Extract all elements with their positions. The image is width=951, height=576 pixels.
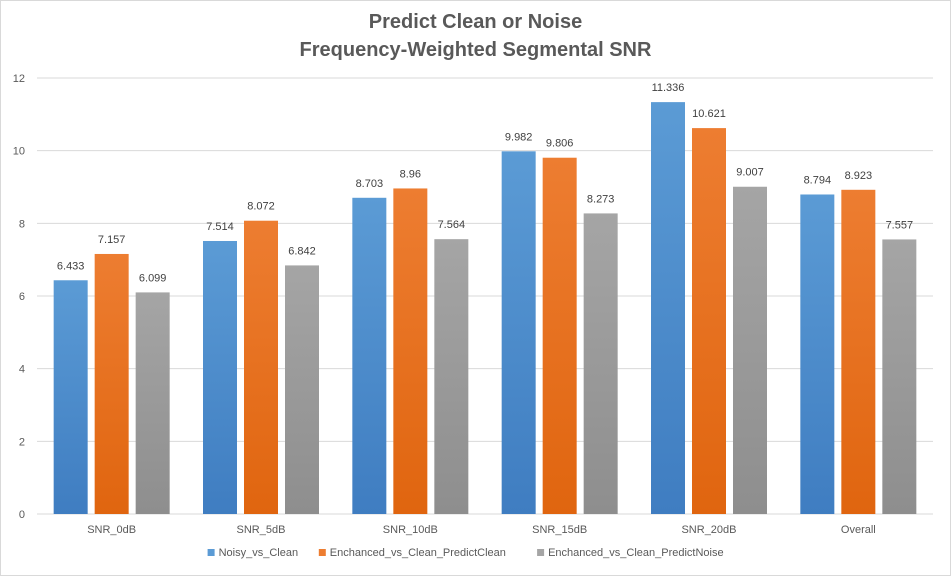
y-tick-label: 8: [19, 218, 25, 230]
bar: [692, 128, 726, 514]
legend-label: Noisy_vs_Clean: [219, 547, 298, 559]
chart-title: Predict Clean or Noise: [368, 11, 583, 33]
bar: [882, 239, 917, 514]
data-label: 6.099: [139, 272, 167, 284]
legend-label: Enchanced_vs_Clean_PredictNoise: [548, 547, 724, 559]
legend-swatch: [318, 549, 326, 556]
bar: [285, 265, 319, 514]
data-label: 8.794: [804, 174, 832, 186]
data-label: 6.433: [57, 260, 85, 272]
data-label: 9.007: [736, 167, 764, 179]
bar: [583, 213, 618, 514]
data-label: 11.336: [652, 82, 685, 94]
x-tick-label: SNR_20dB: [681, 524, 736, 536]
data-label: 7.514: [206, 221, 234, 233]
x-tick-label: SNR_10dB: [383, 524, 438, 536]
bar: [352, 197, 387, 514]
y-tick-label: 10: [13, 146, 25, 158]
bar: [542, 157, 577, 514]
chart-subtitle: Frequency-Weighted Segmental SNR: [299, 39, 652, 61]
data-label: 8.923: [845, 170, 873, 182]
y-tick-label: 2: [19, 436, 25, 448]
x-tick-label: SNR_0dB: [87, 524, 136, 536]
bar: [800, 194, 835, 514]
data-label: 8.96: [400, 168, 421, 180]
bar: [244, 220, 278, 514]
bar: [94, 253, 129, 514]
bar: [651, 102, 685, 514]
y-tick-label: 6: [19, 291, 25, 303]
x-tick-label: Overall: [841, 524, 876, 536]
data-label: 6.842: [288, 245, 316, 257]
y-tick-label: 12: [13, 73, 25, 85]
data-label: 7.557: [886, 219, 914, 231]
legend-swatch: [537, 549, 545, 556]
bar: [203, 240, 237, 514]
bar: [53, 280, 88, 514]
bar: [501, 151, 536, 514]
data-label: 9.982: [505, 131, 533, 143]
data-label: 7.564: [438, 219, 466, 231]
bar: [434, 239, 469, 514]
data-label: 10.621: [692, 108, 726, 120]
bar: [841, 189, 876, 514]
legend-swatch: [207, 549, 215, 556]
y-tick-label: 0: [19, 509, 25, 521]
bar: [135, 292, 170, 514]
legend-label: Enchanced_vs_Clean_PredictClean: [330, 547, 506, 559]
data-label: 8.273: [587, 193, 615, 205]
bar: [733, 186, 767, 514]
x-tick-label: SNR_15dB: [532, 524, 587, 536]
y-tick-label: 4: [19, 364, 25, 376]
data-label: 9.806: [546, 138, 574, 150]
bar: [393, 188, 428, 514]
data-label: 8.703: [356, 178, 384, 190]
data-label: 7.157: [98, 234, 126, 246]
data-label: 8.072: [247, 201, 275, 213]
x-tick-label: SNR_5dB: [237, 524, 286, 536]
